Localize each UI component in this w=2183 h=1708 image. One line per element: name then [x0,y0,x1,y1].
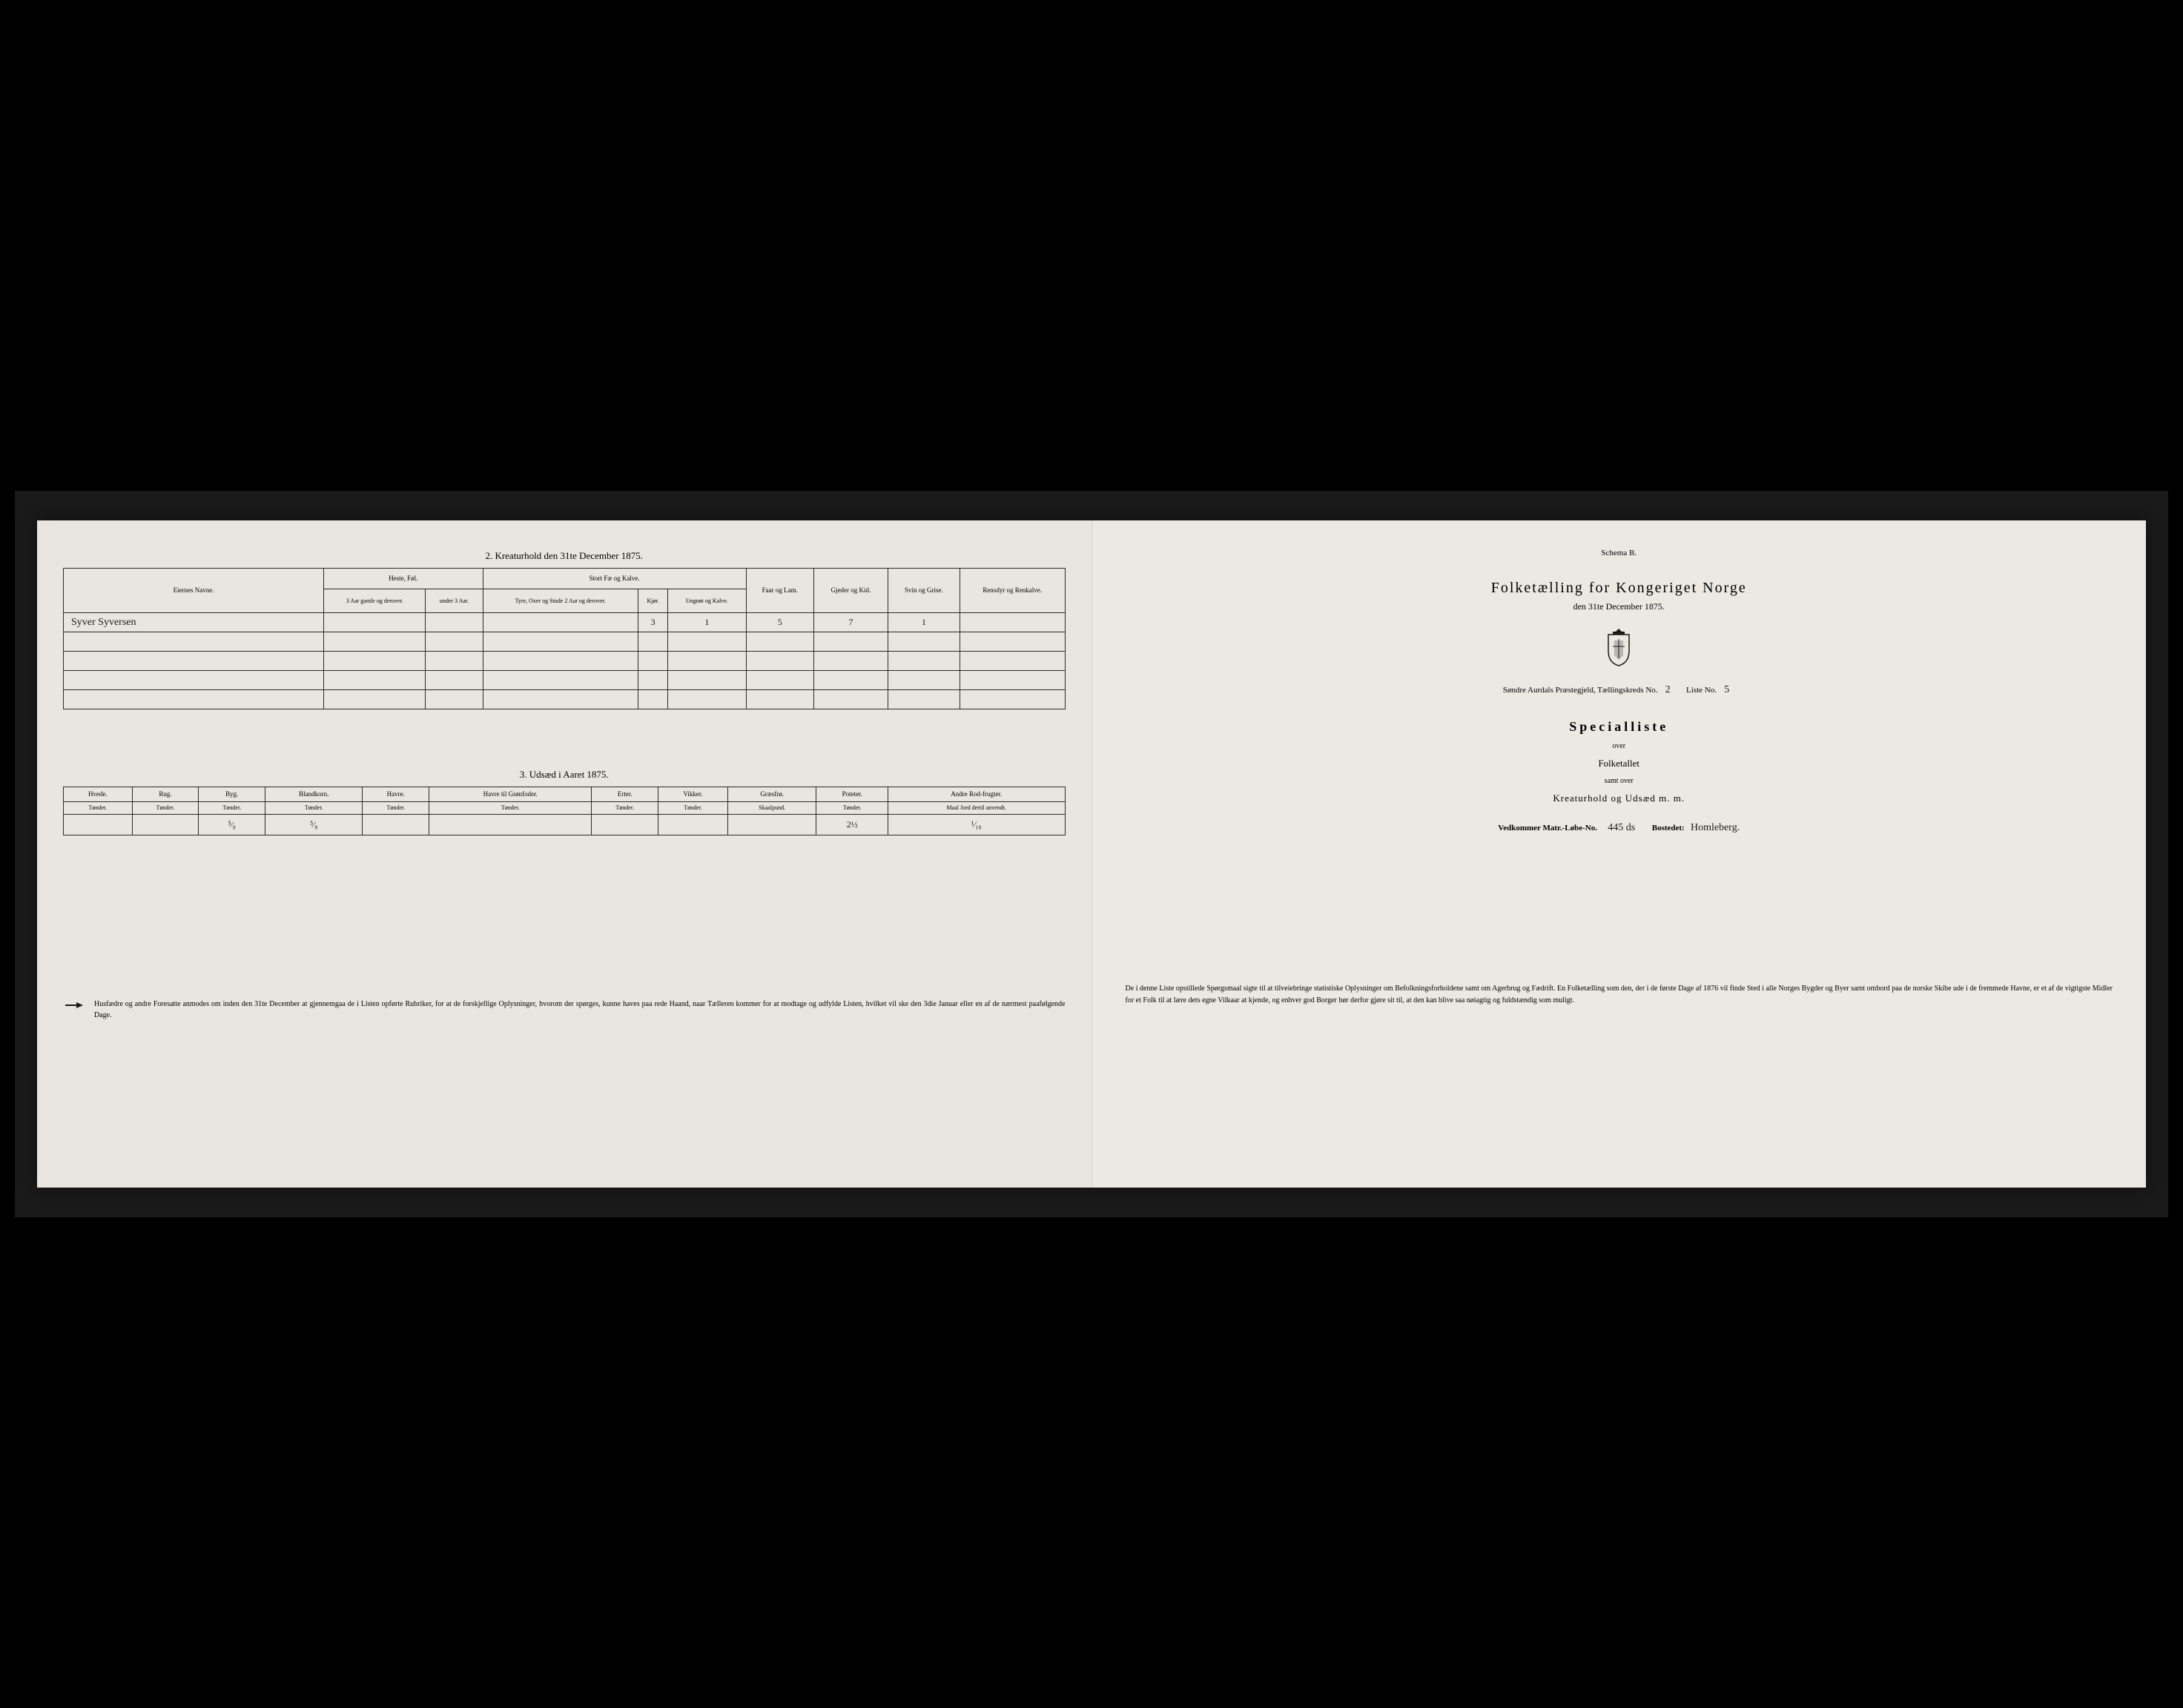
cell-vikker [658,814,728,835]
cell-rug [132,814,199,835]
right-page: Schema B. Folketælling for Kongeriget No… [1092,520,2147,1188]
matr-line: Vedkommer Matr.-Løbe-No. 445 ds Bostedet… [1118,822,2121,835]
th-poteter: Poteter. [816,787,888,802]
owner-name: Syver Syversen [64,613,324,632]
section2-title: 2. Kreaturhold den 31te December 1875. [63,550,1066,562]
th-svin: Svin og Grise. [888,569,960,613]
matr-label: Vedkommer Matr.-Løbe-No. [1498,824,1597,833]
th-eiernes-navne: Eiernes Navne. [64,569,324,613]
unit-skaalpund: Skaalpund. [728,802,816,815]
th-vikker: Vikker. [658,787,728,802]
th-heste-a: 3 Aar gamle og derover. [324,589,426,613]
th-rug: Rug. [132,787,199,802]
left-footnote: Husfædre og andre Foresatte anmodes om i… [63,999,1066,1021]
left-footnote-text: Husfædre og andre Foresatte anmodes om i… [94,999,1066,1021]
th-havre: Havre. [363,787,429,802]
kreaturhold-label: Kreaturhold og Udsæd m. m. [1118,792,2121,804]
unit-tonder: Tønder. [363,802,429,815]
th-fae-b: Kjør. [638,589,667,613]
th-erter: Erter. [592,787,658,802]
pointing-hand-icon [63,999,85,1021]
th-havre-gron: Havre til Grønfoder. [429,787,592,802]
samt-label: samt over [1118,777,2121,785]
unit-tonder: Tønder. [592,802,658,815]
cell-fae-a [483,613,638,632]
parish-prefix: Søndre Aurdals Præstegjeld, Tællingskred… [1503,686,1658,695]
cell-poteter: 2½ [816,814,888,835]
cell-heste-a [324,613,426,632]
bostedet-label: Bostedet: [1652,824,1685,833]
table-row [64,690,1066,709]
udsaed-table: Hvede. Rug. Byg. Blandkorn. Havre. Havre… [63,787,1066,835]
cell-fae-b: 3 [638,613,667,632]
cell-hvede [64,814,133,835]
liste-no: 5 [1719,684,1735,697]
th-faar: Faar og Lam. [746,569,813,613]
kreds-no: 2 [1659,684,1676,697]
cell-graesfro [728,814,816,835]
scan-frame: 2. Kreaturhold den 31te December 1875. E… [15,491,2168,1217]
th-rensdyr: Rensdyr og Renkalve. [960,569,1065,613]
th-heste: Heste, Føl. [324,569,483,589]
th-hvede: Hvede. [64,787,133,802]
cell-blandkorn: ⁵⁄₈ [265,814,363,835]
main-title: Folketælling for Kongeriget Norge [1118,580,2121,597]
parish-line: Søndre Aurdals Præstegjeld, Tællingskred… [1118,684,2121,697]
page-spread: 2. Kreaturhold den 31te December 1875. E… [37,520,2146,1188]
bostedet-value: Homleberg. [1691,822,1740,835]
cell-byg: ⁵⁄₈ [199,814,265,835]
table-row [64,632,1066,652]
th-heste-b: under 3 Aar. [426,589,483,613]
folketallet-label: Folketallet [1118,758,2121,769]
th-byg: Byg. [199,787,265,802]
coat-of-arms-icon [1118,627,2121,671]
table-row: Syver Syversen 3 1 5 7 1 [64,613,1066,632]
cell-fae-c: 1 [668,613,746,632]
schema-label: Schema B. [1118,549,2121,557]
cell-heste-b [426,613,483,632]
unit-tonder: Tønder. [132,802,199,815]
cell-erter [592,814,658,835]
th-stortfae: Stort Fæ og Kalve. [483,569,746,589]
liste-label: Liste No. [1686,686,1717,695]
th-graesfro: Græsfrø. [728,787,816,802]
date-line: den 31te December 1875. [1118,601,2121,612]
unit-maal: Maal Jord dertil anvendt. [888,802,1066,815]
right-footnote: De i denne Liste opstillede Spørgsmaal s… [1118,983,2121,1007]
unit-tonder: Tønder. [658,802,728,815]
unit-tonder: Tønder. [64,802,133,815]
th-gjeder: Gjeder og Kid. [813,569,888,613]
unit-tonder: Tønder. [429,802,592,815]
table-row: ⁵⁄₈ ⁵⁄₈ 2½ ¹⁄₁₈ [64,814,1066,835]
cell-havre [363,814,429,835]
unit-tonder: Tønder. [199,802,265,815]
th-fae-a: Tyre, Oxer og Stude 2 Aar og derover. [483,589,638,613]
th-blandkorn: Blandkorn. [265,787,363,802]
cell-rensdyr [960,613,1065,632]
cell-svin: 1 [888,613,960,632]
matr-no: 445 ds [1599,822,1644,835]
th-andre: Andre Rod-frugter. [888,787,1066,802]
table-row [64,671,1066,690]
cell-havre-gron [429,814,592,835]
unit-tonder: Tønder. [265,802,363,815]
left-page: 2. Kreaturhold den 31te December 1875. E… [37,520,1092,1188]
over-label: over [1118,742,2121,750]
cell-andre: ¹⁄₁₈ [888,814,1066,835]
th-fae-c: Ungnøt og Kalve. [668,589,746,613]
cell-faar: 5 [746,613,813,632]
cell-gjeder: 7 [813,613,888,632]
table-row [64,652,1066,671]
section3-title: 3. Udsæd i Aaret 1875. [63,769,1066,781]
specialliste-title: Specialliste [1118,719,2121,735]
kreaturhold-table: Eiernes Navne. Heste, Føl. Stort Fæ og K… [63,568,1066,709]
unit-tonder: Tønder. [816,802,888,815]
